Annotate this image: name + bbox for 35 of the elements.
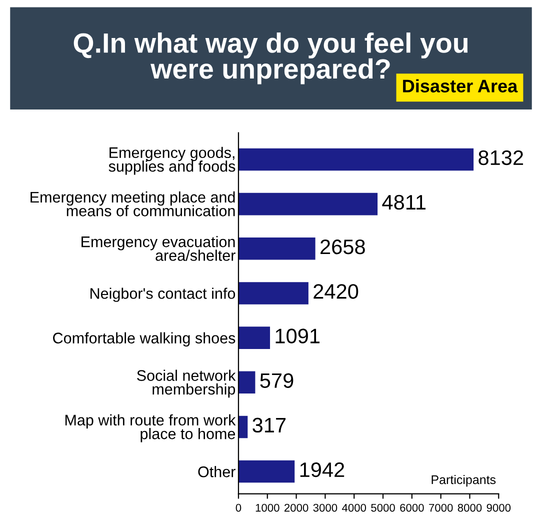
x-tick-label: 8000 <box>458 504 482 512</box>
x-tick-label: 4000 <box>342 504 366 512</box>
data-label: 2658 <box>320 239 365 254</box>
data-label: 579 <box>260 373 294 388</box>
x-tick-label: 2000 <box>284 504 308 512</box>
x-tick-label: 7000 <box>429 504 453 512</box>
y-tick-label: Other <box>198 466 236 478</box>
bar <box>238 460 295 483</box>
data-label: 317 <box>252 418 286 433</box>
bar <box>238 416 248 438</box>
data-label: 2420 <box>314 284 358 299</box>
y-tick-label: Emergency goods, supplies and foods <box>108 146 236 175</box>
x-tick-label: 1000 <box>256 504 280 512</box>
y-tick-label: Emergency evacuation area/shelter <box>82 236 236 261</box>
y-tick-label: Map with route from work place to home <box>65 414 236 442</box>
bar <box>238 238 316 260</box>
x-tick-label: 5000 <box>371 504 395 512</box>
bar <box>238 148 474 171</box>
x-tick-label: 3000 <box>313 504 338 512</box>
y-tick-label: Social network membership <box>137 370 236 398</box>
x-tick-label: 9000 <box>486 504 511 512</box>
x-axis-title: Participants <box>432 474 496 487</box>
data-label: 1091 <box>276 328 320 344</box>
data-label: 4811 <box>382 194 426 210</box>
y-tick-label: Emergency meeting place and means of communication <box>30 191 235 216</box>
data-label: 8132 <box>478 150 524 166</box>
bar <box>238 371 256 394</box>
y-tick-label: Neigbor's contact info <box>90 288 236 302</box>
bar <box>238 326 270 349</box>
x-tick-label: 0 <box>236 504 242 512</box>
x-tick-label: 6000 <box>400 504 424 512</box>
data-label: 1942 <box>300 462 344 478</box>
y-tick-label: Comfortable walking shoes <box>53 332 236 347</box>
bar <box>238 282 308 304</box>
bar <box>238 192 378 216</box>
